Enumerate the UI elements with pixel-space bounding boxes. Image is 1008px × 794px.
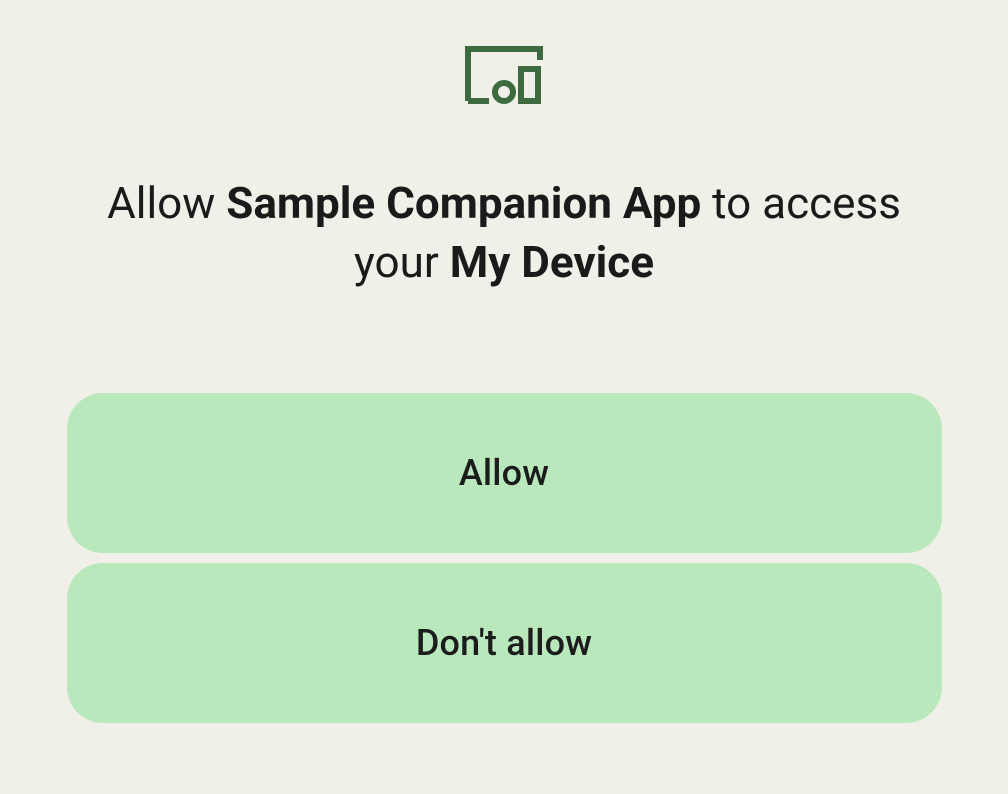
deny-button[interactable]: Don't allow xyxy=(67,563,942,723)
devices-icon xyxy=(464,40,544,114)
allow-button[interactable]: Allow xyxy=(67,393,942,553)
title-device-name: My Device xyxy=(450,236,654,288)
buttons-container: Allow Don't allow xyxy=(67,393,942,723)
title-prefix: Allow xyxy=(107,177,226,229)
title-app-name: Sample Companion App xyxy=(226,177,701,229)
permission-title: Allow Sample Companion App to access you… xyxy=(79,174,929,293)
